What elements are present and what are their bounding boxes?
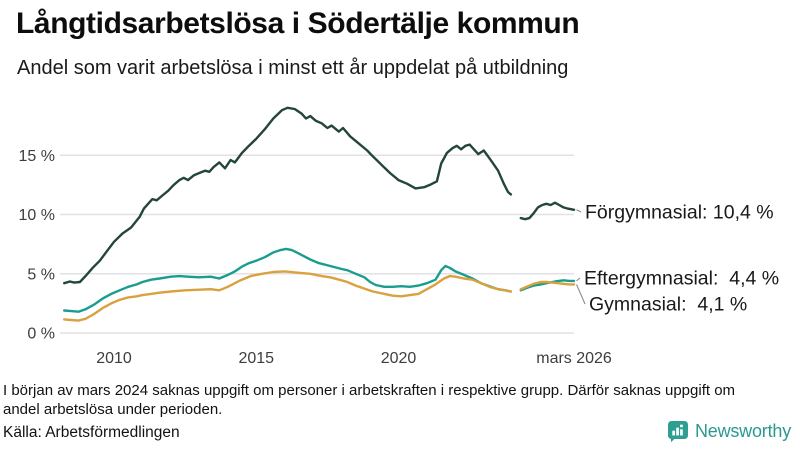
newsworthy-brand: Newsworthy xyxy=(667,420,791,443)
x-axis-labels: 2010 2015 2020 mars 2026 xyxy=(96,350,612,367)
series-labels: Förgymnasial: 10,4 % Eftergymnasial: 4,4 … xyxy=(584,202,779,316)
page-subtitle: Andel som varit arbetslösa i minst ett å… xyxy=(17,57,569,79)
footnote: I början av mars 2024 saknas uppgift om … xyxy=(3,381,735,419)
footnote-line-2: andel arbetslösa under perioden. xyxy=(3,401,223,418)
x-tick-label: 2015 xyxy=(238,350,274,367)
y-tick-label: 0 % xyxy=(27,326,55,343)
y-axis-labels: 0 % 5 % 10 % 15 % xyxy=(19,148,55,343)
x-tick-label: 2010 xyxy=(96,350,132,367)
series-label-förgymnasial: Förgymnasial: 10,4 % xyxy=(585,202,774,224)
label-connector-förgymnasial xyxy=(576,209,582,213)
newsworthy-logo-icon xyxy=(667,421,688,443)
y-tick-label: 10 % xyxy=(19,207,55,224)
x-tick-label: mars 2026 xyxy=(536,350,612,367)
series-lines xyxy=(62,106,576,322)
series-line-eftergymnasial-seg1 xyxy=(62,247,513,313)
gridlines xyxy=(60,154,574,334)
series-line-gymnasial-seg2 xyxy=(519,280,576,291)
series-line-förgymnasial-seg1 xyxy=(62,106,513,285)
label-connector-gymnasial xyxy=(576,284,586,305)
series-line-förgymnasial-seg2 xyxy=(519,201,576,221)
footnote-line-1: I början av mars 2024 saknas uppgift om … xyxy=(3,382,736,399)
y-tick-label: 5 % xyxy=(27,266,55,283)
source-credit: Källa: Arbetsförmedlingen xyxy=(3,424,180,441)
newsworthy-logo-text: Newsworthy xyxy=(694,421,791,441)
series-label-eftergymnasial: Eftergymnasial: 4,4 % xyxy=(584,268,779,290)
series-line-gymnasial-seg1 xyxy=(62,270,513,322)
series-label-connectors xyxy=(576,209,586,305)
page-title: Långtidsarbetslösa i Södertälje kommun xyxy=(16,7,580,40)
x-tick-label: 2020 xyxy=(381,350,417,367)
label-connector-eftergymnasial xyxy=(576,277,581,282)
y-tick-label: 15 % xyxy=(19,148,55,165)
series-label-gymnasial: Gymnasial: 4,1 % xyxy=(589,294,747,316)
